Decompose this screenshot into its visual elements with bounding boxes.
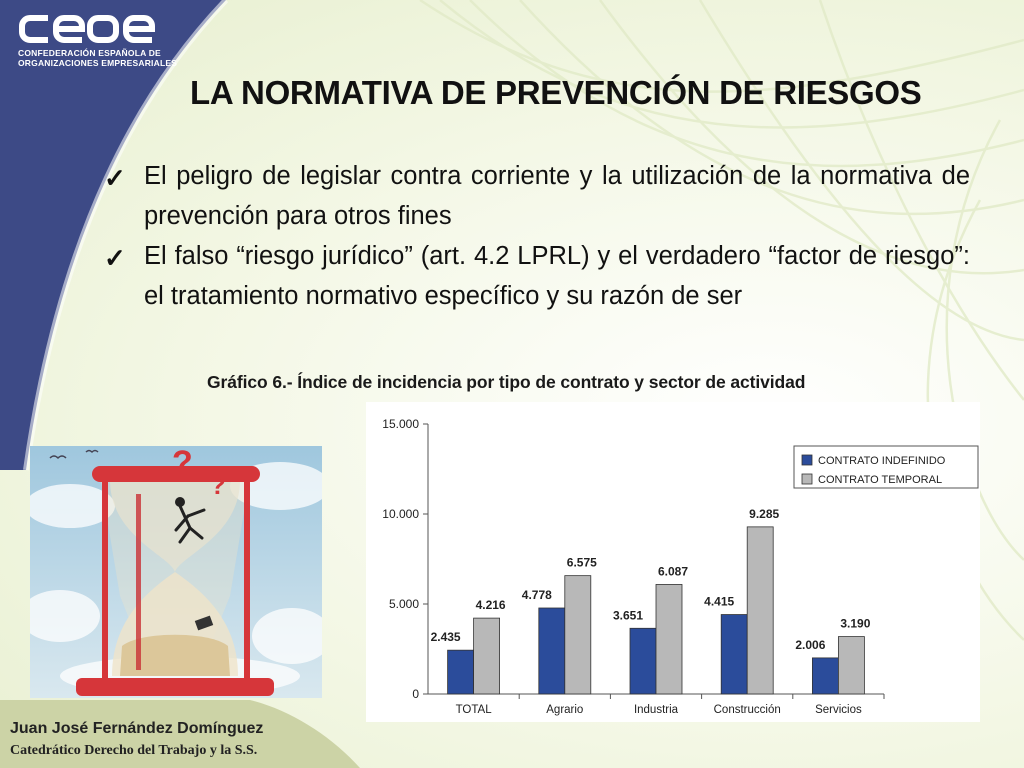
bar-value-label: 4.778 [522, 588, 552, 602]
bullet-text: El falso “riesgo jurídico” (art. 4.2 LPR… [144, 242, 970, 310]
y-tick-label: 15.000 [382, 417, 419, 431]
bar-value-label: 9.285 [749, 507, 779, 521]
bar-value-label: 4.415 [704, 595, 734, 609]
hourglass-businessman-illustration: ? ? [30, 446, 322, 698]
ceoe-logo: CONFEDERACIÓN ESPAÑOLA DE ORGANIZACIONES… [18, 14, 188, 68]
bar-indefinido [447, 649, 474, 695]
y-tick-label: 5.000 [389, 597, 419, 611]
check-icon: ✓ [104, 163, 126, 193]
bar-value-label: 4.216 [476, 598, 506, 612]
bar-chart: 0 5.000 10.000 15.000 2.435 4.216 TOTAL 4.778 6.… [382, 417, 979, 716]
bar-temporal [564, 575, 592, 695]
bullet-item: ✓ El peligro de legislar contra corrient… [104, 156, 970, 236]
bar-indefinido [538, 607, 566, 695]
author-position: Catedrático Derecho del Trabajo y la S.S… [10, 743, 258, 758]
y-tick-label: 0 [412, 687, 419, 701]
bar-indefinido [720, 614, 748, 695]
legend-label: CONTRATO TEMPORAL [818, 474, 942, 486]
bar-temporal [473, 617, 500, 695]
bar-value-label: 3.651 [613, 608, 643, 622]
ceoe-logo-mark [19, 15, 155, 43]
bullet-list: ✓ El peligro de legislar contra corrient… [104, 156, 970, 316]
bar-indefinido [811, 657, 839, 695]
x-tick-label: Agrario [546, 704, 583, 716]
bar-value-label: 6.087 [658, 564, 688, 578]
x-tick-label: TOTAL [456, 704, 493, 716]
bar-temporal [837, 636, 865, 695]
svg-text:?: ? [172, 446, 193, 482]
svg-text:?: ? [210, 470, 226, 500]
logo-text-line2: ORGANIZACIONES EMPRESARIALES [18, 58, 178, 68]
bar-temporal [655, 584, 683, 695]
legend-swatch [801, 454, 813, 466]
slide-title: LA NORMATIVA DE PREVENCIÓN DE RIESGOS [190, 74, 922, 111]
bar-temporal [746, 526, 774, 695]
x-tick-label: Construcción [714, 704, 781, 716]
footer-band [0, 700, 360, 768]
bar-value-label: 2.006 [795, 638, 825, 652]
bar-value-label: 3.190 [840, 617, 870, 631]
logo-text-line1: CONFEDERACIÓN ESPAÑOLA DE [18, 48, 161, 58]
bar-indefinido [629, 627, 657, 695]
check-icon: ✓ [104, 243, 126, 273]
bullet-text: El peligro de legislar contra corriente … [144, 162, 970, 230]
x-tick-label: Servicios [815, 704, 862, 716]
bar-value-label: 2.435 [431, 630, 461, 644]
y-tick-label: 10.000 [382, 507, 419, 521]
legend-box [793, 445, 979, 489]
bar-value-label: 6.575 [567, 556, 597, 570]
chart-caption: Gráfico 6.- Índice de incidencia por tip… [207, 372, 806, 392]
bullet-item: ✓ El falso “riesgo jurídico” (art. 4.2 L… [104, 236, 970, 316]
legend-swatch [801, 473, 813, 485]
author-name: Juan José Fernández Domínguez [10, 720, 264, 737]
legend-label: CONTRATO INDEFINIDO [818, 455, 946, 467]
x-tick-label: Industria [634, 704, 679, 716]
